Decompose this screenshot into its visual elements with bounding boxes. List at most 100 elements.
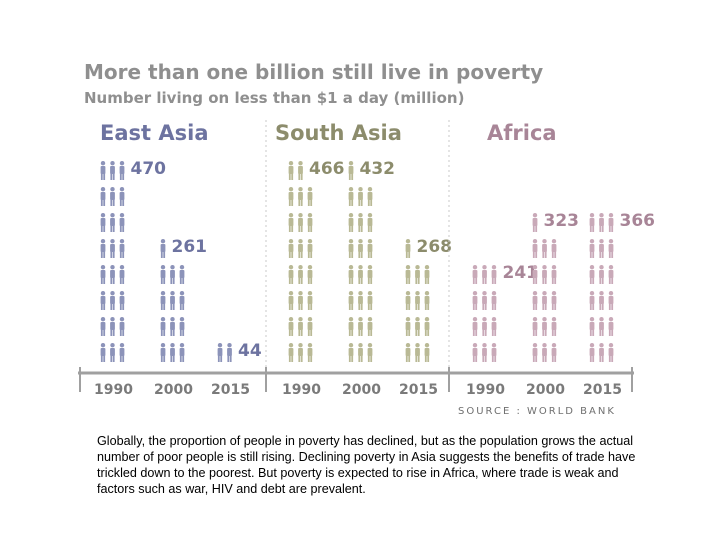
person-icon xyxy=(119,213,125,232)
person-icon xyxy=(227,343,232,362)
person-icon xyxy=(100,213,106,232)
person-icon xyxy=(119,239,125,258)
person-icon xyxy=(482,291,487,310)
person-icon xyxy=(358,239,363,258)
person-icon xyxy=(307,291,313,310)
person-icon xyxy=(472,265,478,284)
person-icon xyxy=(170,317,175,336)
person-icon xyxy=(608,343,614,362)
x-tick-label: 1990 xyxy=(466,382,505,398)
person-icon xyxy=(110,343,115,362)
person-icon xyxy=(491,291,497,310)
person-icon xyxy=(288,291,294,310)
person-icon xyxy=(298,239,303,258)
person-icon xyxy=(589,343,595,362)
person-icon xyxy=(298,187,303,206)
person-icon xyxy=(608,265,614,284)
person-icon xyxy=(288,317,294,336)
person-icon xyxy=(179,317,185,336)
person-icon xyxy=(288,213,294,232)
person-icon xyxy=(358,213,363,232)
person-icon xyxy=(358,317,363,336)
person-icon xyxy=(599,239,604,258)
value-label: 268 xyxy=(417,237,453,257)
person-icon xyxy=(424,265,430,284)
person-icon xyxy=(119,161,125,180)
person-icon xyxy=(367,343,373,362)
person-icon xyxy=(405,343,411,362)
person-icon xyxy=(119,187,125,206)
person-icon xyxy=(358,265,363,284)
person-icon xyxy=(307,343,313,362)
person-icon xyxy=(405,265,411,284)
person-icon xyxy=(532,291,538,310)
person-icon xyxy=(551,317,557,336)
person-icon xyxy=(348,343,354,362)
x-axis-labels: 1990 2000 2015 1990 2000 2015 1990 2000 2015 xyxy=(94,382,622,398)
regions-layer: East Asia 470 261 44 South Asia 466 432 268 Afri… xyxy=(100,121,655,362)
person-icon xyxy=(472,291,478,310)
person-icon xyxy=(348,187,354,206)
person-icon xyxy=(160,317,166,336)
person-icon xyxy=(424,317,430,336)
value-label: 470 xyxy=(131,159,167,179)
x-tick-label: 2000 xyxy=(342,382,381,398)
person-icon xyxy=(348,317,354,336)
person-icon xyxy=(100,161,106,180)
bar-africa-1990 xyxy=(472,265,497,362)
person-icon xyxy=(551,265,557,284)
person-icon xyxy=(307,239,313,258)
person-icon xyxy=(551,239,557,258)
person-icon xyxy=(217,343,223,362)
person-icon xyxy=(599,213,604,232)
person-icon xyxy=(160,291,166,310)
person-icon xyxy=(160,343,166,362)
bar-south-asia-1990 xyxy=(288,161,313,362)
person-icon xyxy=(599,265,604,284)
person-icon xyxy=(472,317,478,336)
bar-east-asia-1990 xyxy=(100,161,125,362)
person-icon xyxy=(589,317,595,336)
person-icon xyxy=(110,239,115,258)
person-icon xyxy=(589,239,595,258)
person-icon xyxy=(100,187,106,206)
person-icon xyxy=(589,213,595,232)
chart-title: More than one billion still live in pove… xyxy=(84,60,543,84)
person-icon xyxy=(348,265,354,284)
person-icon xyxy=(298,213,303,232)
person-icon xyxy=(367,187,373,206)
caption-text: Globally, the proportion of people in po… xyxy=(97,434,636,496)
person-icon xyxy=(110,317,115,336)
person-icon xyxy=(542,239,547,258)
person-icon xyxy=(100,343,106,362)
person-icon xyxy=(599,291,604,310)
person-icon xyxy=(551,343,557,362)
person-icon xyxy=(367,317,373,336)
person-icon xyxy=(482,265,487,284)
value-label: 323 xyxy=(544,211,580,231)
person-icon xyxy=(491,317,497,336)
region-title-0: East Asia xyxy=(100,121,209,145)
person-icon xyxy=(482,343,487,362)
x-tick-label: 2015 xyxy=(583,382,622,398)
person-icon xyxy=(405,239,411,258)
person-icon xyxy=(179,343,185,362)
person-icon xyxy=(348,161,354,180)
person-icon xyxy=(542,343,547,362)
value-label: 261 xyxy=(172,237,208,257)
bar-east-asia-2015 xyxy=(217,343,232,362)
person-icon xyxy=(288,265,294,284)
person-icon xyxy=(608,239,614,258)
person-icon xyxy=(532,317,538,336)
person-icon xyxy=(298,265,303,284)
person-icon xyxy=(179,291,185,310)
bar-africa-2015 xyxy=(589,213,614,362)
person-icon xyxy=(298,291,303,310)
person-icon xyxy=(358,291,363,310)
person-icon xyxy=(160,265,166,284)
person-icon xyxy=(415,265,420,284)
person-icon xyxy=(599,343,604,362)
person-icon xyxy=(348,213,354,232)
person-icon xyxy=(358,343,363,362)
bar-south-asia-2015 xyxy=(405,239,430,362)
